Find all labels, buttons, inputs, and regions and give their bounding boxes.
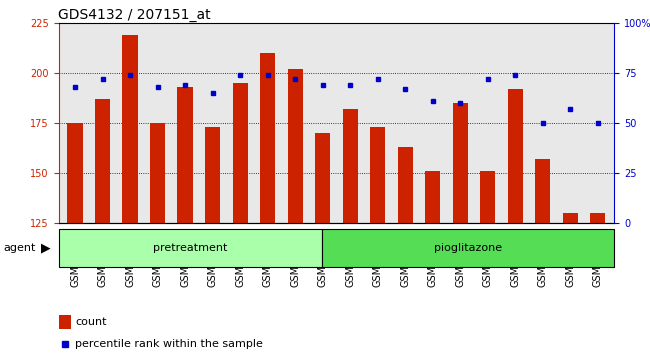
Bar xyxy=(315,133,330,223)
Bar xyxy=(508,89,523,223)
Bar xyxy=(452,103,468,223)
Bar xyxy=(425,171,440,223)
Bar xyxy=(58,229,322,267)
Text: percentile rank within the sample: percentile rank within the sample xyxy=(75,339,263,349)
Text: ▶: ▶ xyxy=(41,242,51,255)
Bar xyxy=(150,123,165,223)
Bar xyxy=(177,87,192,223)
Bar xyxy=(398,147,413,223)
Bar xyxy=(68,123,83,223)
Text: count: count xyxy=(75,317,107,327)
Text: pioglitazone: pioglitazone xyxy=(434,243,502,253)
Bar xyxy=(122,35,138,223)
Text: GDS4132 / 207151_at: GDS4132 / 207151_at xyxy=(58,8,211,22)
Bar xyxy=(343,109,358,223)
Bar xyxy=(370,127,385,223)
Bar xyxy=(58,315,71,329)
Bar xyxy=(95,99,110,223)
Bar xyxy=(322,229,614,267)
Bar xyxy=(205,127,220,223)
Bar xyxy=(535,159,551,223)
Bar xyxy=(260,53,275,223)
Bar xyxy=(563,213,578,223)
Bar xyxy=(590,213,605,223)
Bar xyxy=(233,83,248,223)
Bar xyxy=(480,171,495,223)
Text: pretreatment: pretreatment xyxy=(153,243,228,253)
Text: agent: agent xyxy=(3,243,36,253)
Bar xyxy=(287,69,303,223)
